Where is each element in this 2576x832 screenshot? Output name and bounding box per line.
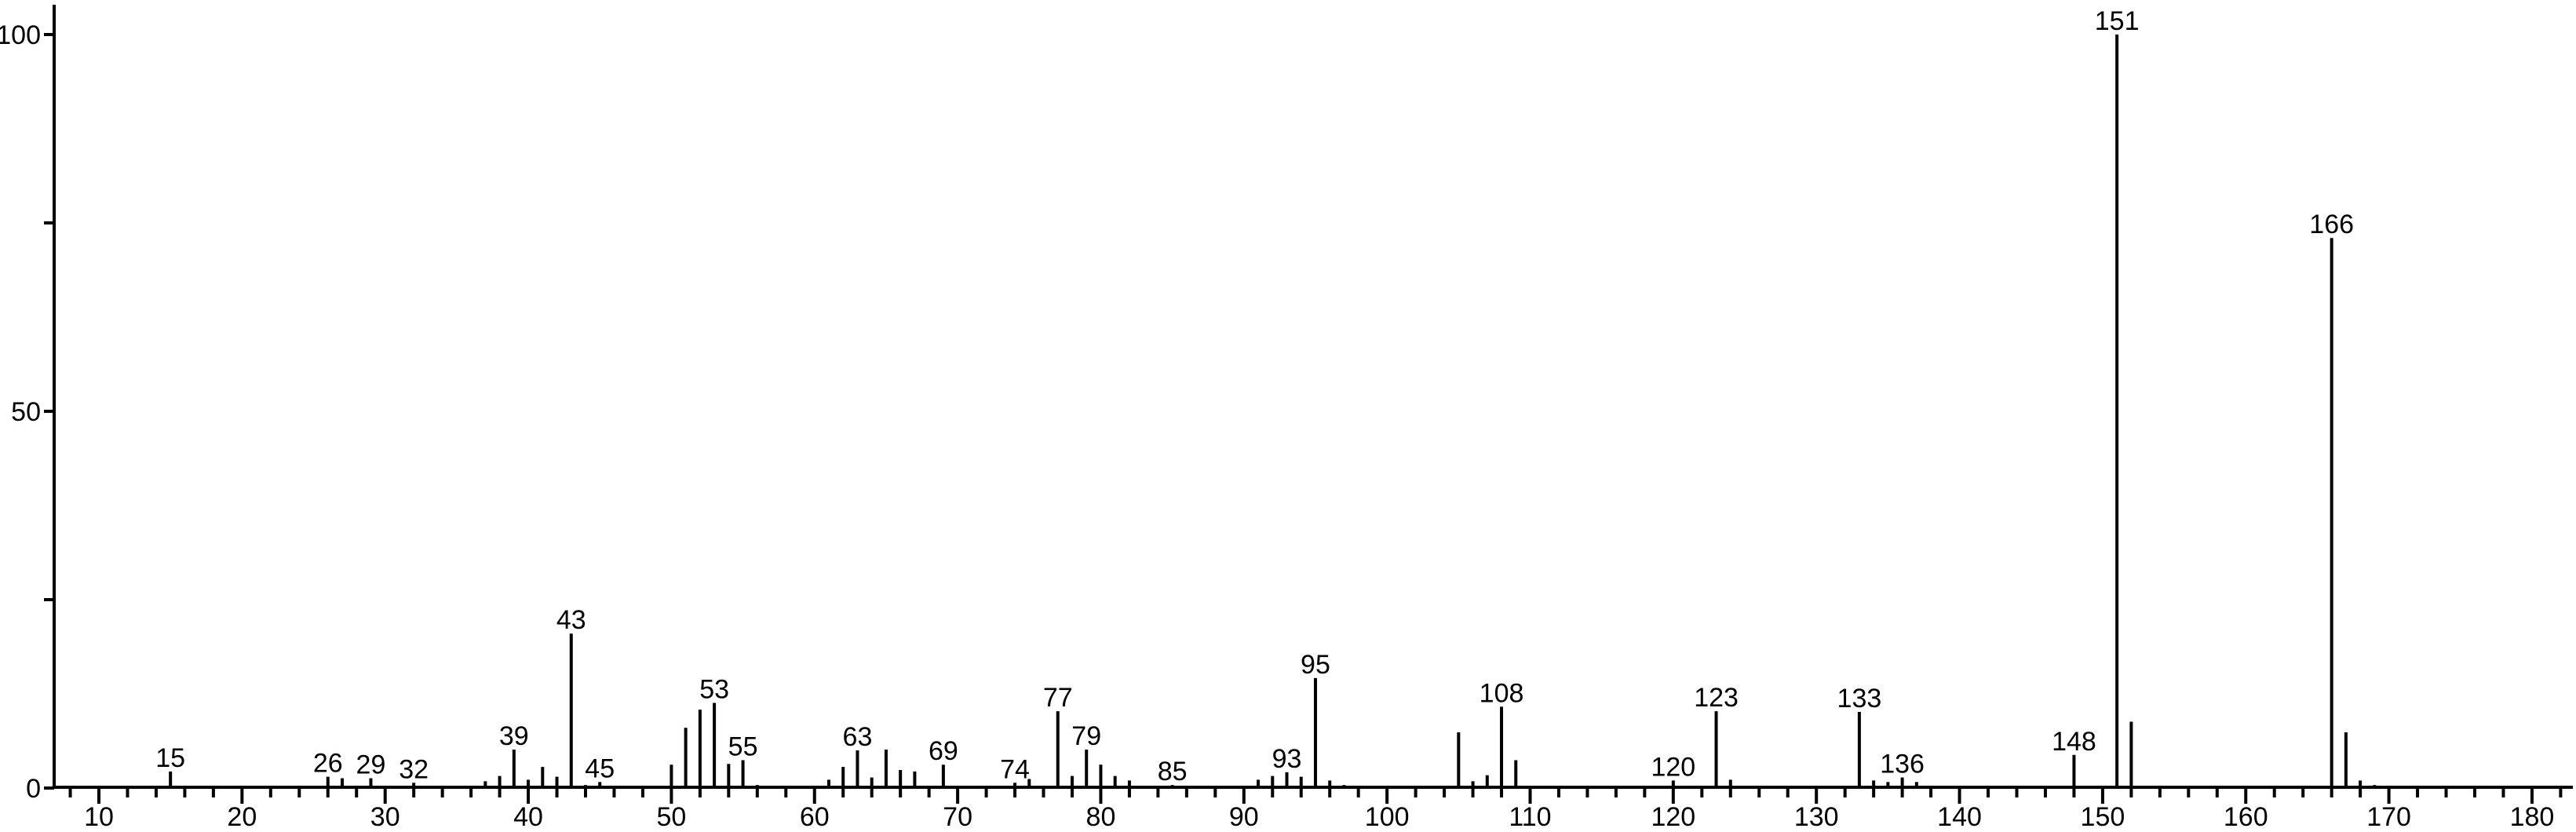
peak-label-mz-95: 95 <box>1301 650 1330 680</box>
peak-label-mz-55: 55 <box>728 732 758 761</box>
x-axis-tick-label: 110 <box>1509 802 1551 832</box>
x-axis-tick-label: 90 <box>1229 802 1259 832</box>
x-axis-tick-label: 60 <box>800 802 830 832</box>
x-axis-tick-label: 170 <box>2366 802 2411 832</box>
peak-label-mz-133: 133 <box>1837 684 1882 713</box>
peak-label-mz-74: 74 <box>1000 754 1030 784</box>
peak-label-mz-39: 39 <box>499 721 529 751</box>
x-axis-tick-label: 30 <box>370 802 400 832</box>
peak-label-mz-43: 43 <box>556 605 586 635</box>
peak-label-mz-108: 108 <box>1480 678 1524 708</box>
peak-label-mz-32: 32 <box>399 754 429 784</box>
x-axis-tick-label: 20 <box>227 802 257 832</box>
peak-label-mz-93: 93 <box>1272 744 1302 774</box>
x-axis-tick-label: 70 <box>943 802 972 832</box>
x-axis-tick-label: 100 <box>1365 802 1410 832</box>
peak-label-mz-123: 123 <box>1694 683 1739 713</box>
x-axis-tick-label: 130 <box>1794 802 1839 832</box>
y-axis-tick-label: 50 <box>11 397 41 427</box>
x-axis-tick-label: 40 <box>513 802 543 832</box>
x-axis-tick-label: 50 <box>656 802 686 832</box>
peak-label-mz-53: 53 <box>699 675 729 705</box>
peak-label-mz-136: 136 <box>1880 750 1925 779</box>
x-axis-tick-label: 180 <box>2510 802 2555 832</box>
peak-label-mz-120: 120 <box>1651 752 1695 782</box>
peak-label-mz-26: 26 <box>313 749 343 779</box>
peak-label-mz-15: 15 <box>155 743 185 773</box>
peak-label-mz-148: 148 <box>2052 727 2096 757</box>
peak-label-mz-166: 166 <box>2309 210 2354 239</box>
y-axis-tick-label: 0 <box>26 774 41 804</box>
x-axis-tick-label: 160 <box>2224 802 2268 832</box>
peak-label-mz-29: 29 <box>356 750 386 780</box>
peak-label-mz-77: 77 <box>1043 683 1073 713</box>
peak-label-mz-63: 63 <box>843 722 873 752</box>
x-axis-tick-label: 10 <box>84 802 114 832</box>
x-axis-tick-label: 140 <box>1937 802 1982 832</box>
x-axis-tick-label: 120 <box>1651 802 1695 832</box>
peak-label-mz-79: 79 <box>1071 721 1101 751</box>
x-axis-tick-label: 80 <box>1086 802 1116 832</box>
peak-label-mz-69: 69 <box>929 736 958 766</box>
peak-label-mz-85: 85 <box>1158 757 1188 786</box>
y-axis-tick-label: 100 <box>0 20 41 50</box>
peak-label-mz-45: 45 <box>585 754 615 783</box>
x-axis-tick-label: 150 <box>2081 802 2125 832</box>
peak-label-mz-151: 151 <box>2095 6 2140 36</box>
